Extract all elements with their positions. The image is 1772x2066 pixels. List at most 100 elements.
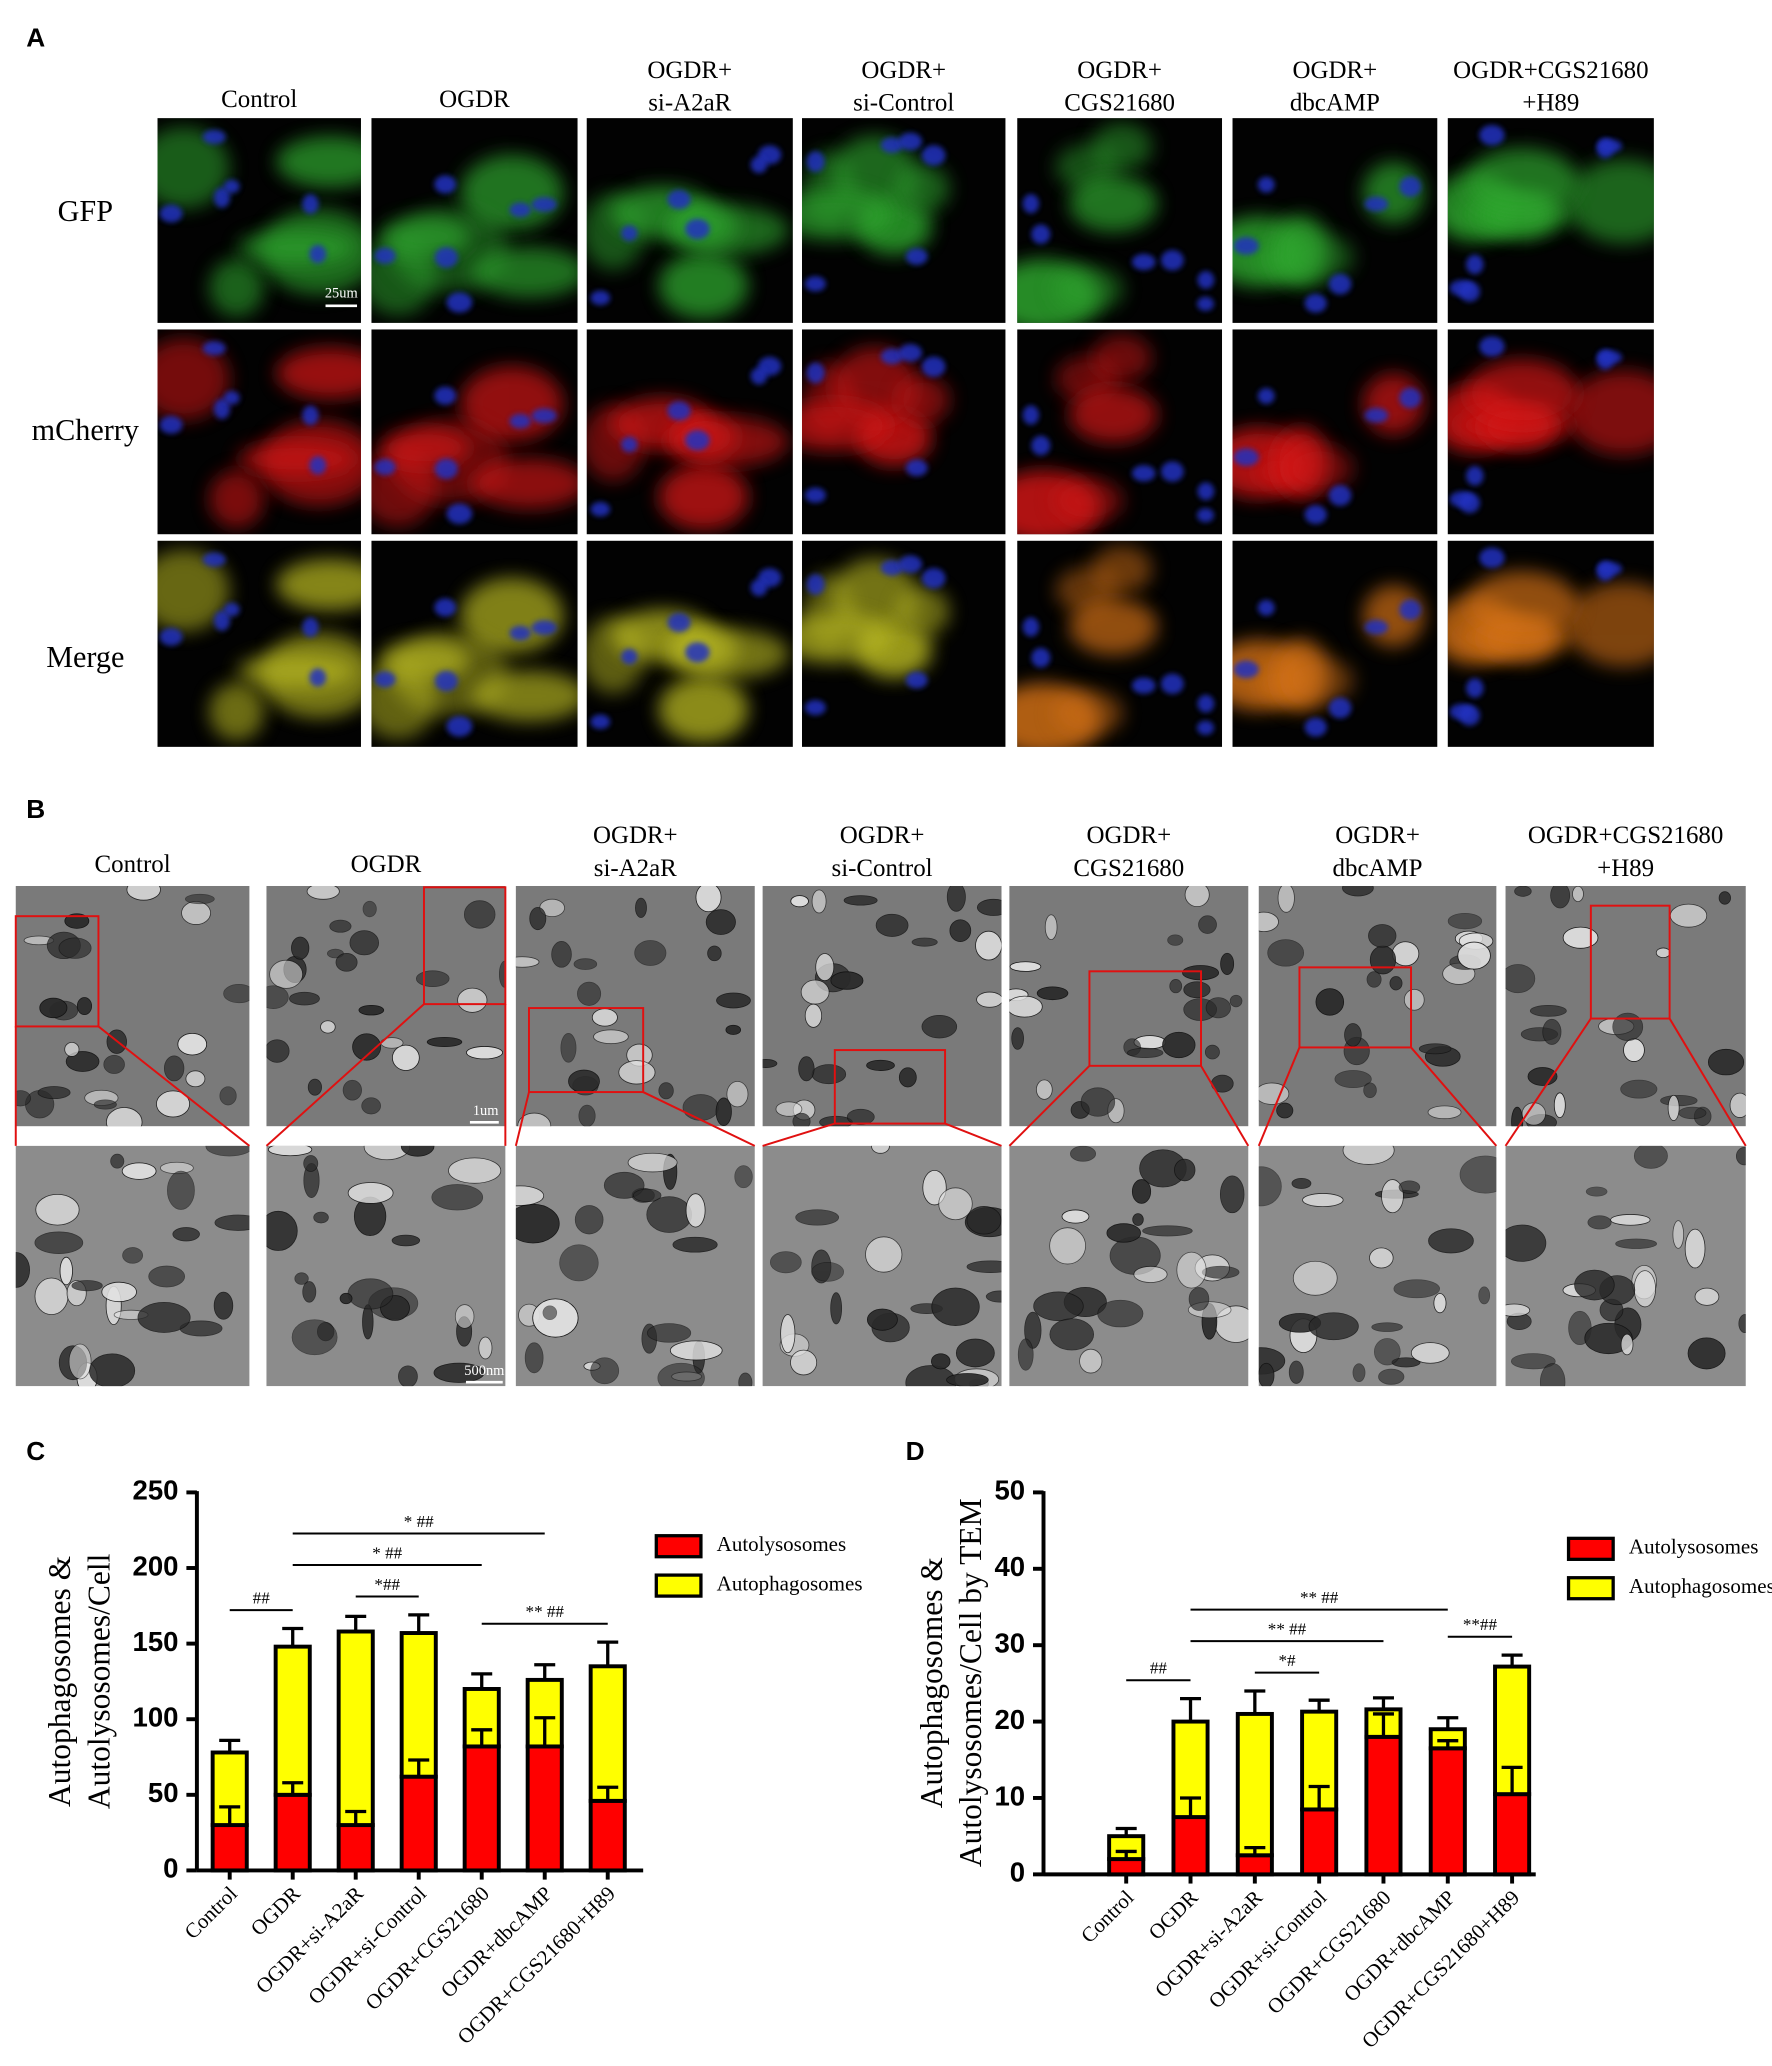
nucleus <box>921 145 946 166</box>
significance-label: * ## <box>404 1512 434 1531</box>
cell <box>379 640 471 680</box>
legend-swatch <box>654 1573 703 1598</box>
organelle <box>362 900 377 918</box>
cell <box>209 470 265 529</box>
cell <box>658 252 749 319</box>
nucleus <box>621 648 638 665</box>
tem-image <box>762 1145 1002 1387</box>
nucleus <box>1031 224 1051 245</box>
organelle <box>573 958 598 970</box>
significance-label: ** ## <box>1268 1620 1307 1639</box>
organelle <box>347 1278 394 1310</box>
organelle <box>1188 1287 1210 1311</box>
organelle <box>634 940 667 966</box>
organelle <box>335 953 358 972</box>
cell <box>1091 334 1153 382</box>
cell <box>1285 657 1355 704</box>
scale-bar-label: 25um <box>325 285 358 301</box>
vacuole <box>1433 1293 1447 1314</box>
nucleus <box>1328 697 1352 719</box>
inset-link <box>265 1003 425 1147</box>
tem-image <box>515 885 755 1127</box>
organelle <box>15 1090 31 1107</box>
vacuole <box>591 1008 618 1027</box>
nucleus <box>667 613 691 633</box>
cell <box>1068 598 1158 655</box>
inset-link <box>1410 1046 1498 1147</box>
nucleus <box>1459 281 1481 302</box>
vacuole <box>181 900 211 925</box>
organelle <box>213 1291 234 1320</box>
organelle <box>1308 1312 1359 1341</box>
cell <box>658 676 749 743</box>
organelle <box>1587 1215 1612 1230</box>
vacuole <box>306 885 340 900</box>
micrograph <box>1447 540 1654 747</box>
organelle <box>1620 1079 1658 1099</box>
bar-segment <box>462 1744 501 1873</box>
nucleus <box>905 459 928 477</box>
inset-link <box>762 1122 836 1147</box>
bar-segment <box>1428 1746 1467 1877</box>
nucleus <box>302 617 319 638</box>
nucleus <box>806 151 825 173</box>
x-tick-label: Control <box>180 1881 242 1943</box>
organelle <box>955 1338 995 1368</box>
nucleus <box>806 362 825 384</box>
organelle <box>1584 1322 1633 1355</box>
organelle <box>1183 981 1211 999</box>
organelle <box>266 1039 290 1063</box>
vacuole <box>685 1193 706 1228</box>
organelle <box>646 1323 692 1343</box>
image-background <box>15 1145 250 1387</box>
nucleus <box>1233 660 1259 679</box>
organelle <box>289 991 320 1006</box>
cell <box>237 654 356 689</box>
nucleus <box>1160 250 1184 271</box>
organelle <box>339 1292 353 1305</box>
y-tick-label: 100 <box>133 1701 179 1732</box>
cell <box>471 247 578 298</box>
micrograph <box>371 540 578 747</box>
nucleus <box>685 430 710 451</box>
organelle <box>1169 979 1183 994</box>
organelle <box>1204 1044 1220 1060</box>
organelle <box>1097 1299 1144 1328</box>
nucleus <box>1304 293 1327 313</box>
nucleus <box>1466 254 1484 275</box>
cell <box>209 682 265 741</box>
organelle <box>1542 1018 1562 1045</box>
vacuole <box>811 889 827 914</box>
micrograph <box>157 118 361 323</box>
cell <box>1465 359 1579 427</box>
organelle <box>1174 1158 1196 1182</box>
organelles <box>1258 885 1494 1120</box>
organelle <box>707 945 722 962</box>
nucleus <box>434 175 457 194</box>
cells <box>1232 584 1425 737</box>
organelles <box>1505 885 1746 1127</box>
nucleus <box>1197 694 1215 713</box>
nucleus <box>667 401 691 421</box>
organelle <box>1229 994 1243 1008</box>
vacuole <box>320 1020 336 1034</box>
organelle <box>294 1272 309 1285</box>
organelle <box>1398 1180 1421 1194</box>
y-tick-label: 30 <box>994 1627 1025 1658</box>
significance-label: *## <box>374 1575 400 1594</box>
vacuole <box>815 953 835 982</box>
vacuole <box>1655 947 1671 958</box>
cell <box>157 338 230 420</box>
cell <box>1052 477 1124 524</box>
organelle <box>172 1227 200 1242</box>
nucleus <box>1131 465 1156 482</box>
cell <box>1567 582 1654 667</box>
nucleus <box>1328 485 1352 506</box>
vacuole <box>871 1145 890 1154</box>
organelle <box>122 1247 144 1264</box>
nucleus <box>905 671 928 689</box>
organelle <box>725 1024 742 1035</box>
organelle <box>349 930 379 956</box>
tem-image <box>515 1145 755 1387</box>
